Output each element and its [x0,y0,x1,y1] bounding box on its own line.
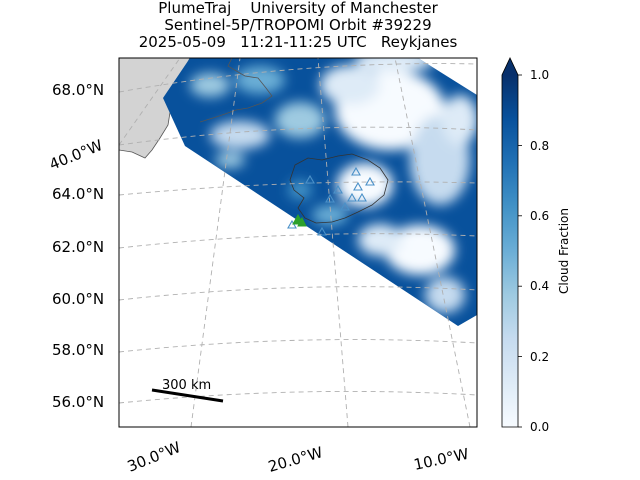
lon-label-30w: 30.0°W [125,438,184,476]
map-frame [118,57,478,428]
colorbar-tick-2: 0.4 [530,279,549,293]
colorbar-tick-4: 0.8 [530,139,549,153]
lat-label-58: 58.0°N [52,341,104,359]
lat-label-60: 60.0°N [52,290,104,308]
scale-bar-label: 300 km [162,378,211,393]
map-panel: 300 km [119,58,477,427]
lat-label-62: 62.0°N [52,238,104,256]
colorbar-label: Cloud Fraction [557,208,571,294]
longitude-gridlines [119,58,471,427]
lat-label-68: 68.0°N [52,81,104,99]
lat-label-64: 64.0°N [52,185,104,203]
title-line-1: PlumeTraj University of Manchester [158,0,438,17]
reykjanes-marker [292,213,307,227]
colorbar-extend-arrow [502,58,518,75]
colorbar-tick-1: 0.2 [530,350,549,364]
cloud-fraction-swath [163,58,477,326]
colorbar-tick-0: 0.0 [530,420,549,434]
volcano-markers [287,166,375,236]
lon-label-40w: 40.0°W [47,136,106,174]
lat-label-56: 56.0°N [52,393,104,411]
colorbar: 0.0 0.2 0.4 0.6 0.8 1.0 Cloud Fraction [501,57,571,434]
title-line-2: Sentinel-5P/TROPOMI Orbit #39229 [164,16,432,34]
title-line-3: 2025-05-09 11:21-11:25 UTC Reykjanes [138,33,458,51]
colorbar-frame [501,57,519,428]
colorbar-gradient [502,75,518,427]
greenland-coastline [185,58,273,123]
scale-bar [151,388,224,403]
lon-label-10w: 10.0°W [412,445,470,474]
latitude-gridlines [119,63,477,404]
iceland-coastline [289,153,389,224]
colorbar-tick-3: 0.6 [530,209,549,223]
lon-label-20w: 20.0°W [266,443,325,476]
colorbar-tick-5: 1.0 [530,68,549,82]
